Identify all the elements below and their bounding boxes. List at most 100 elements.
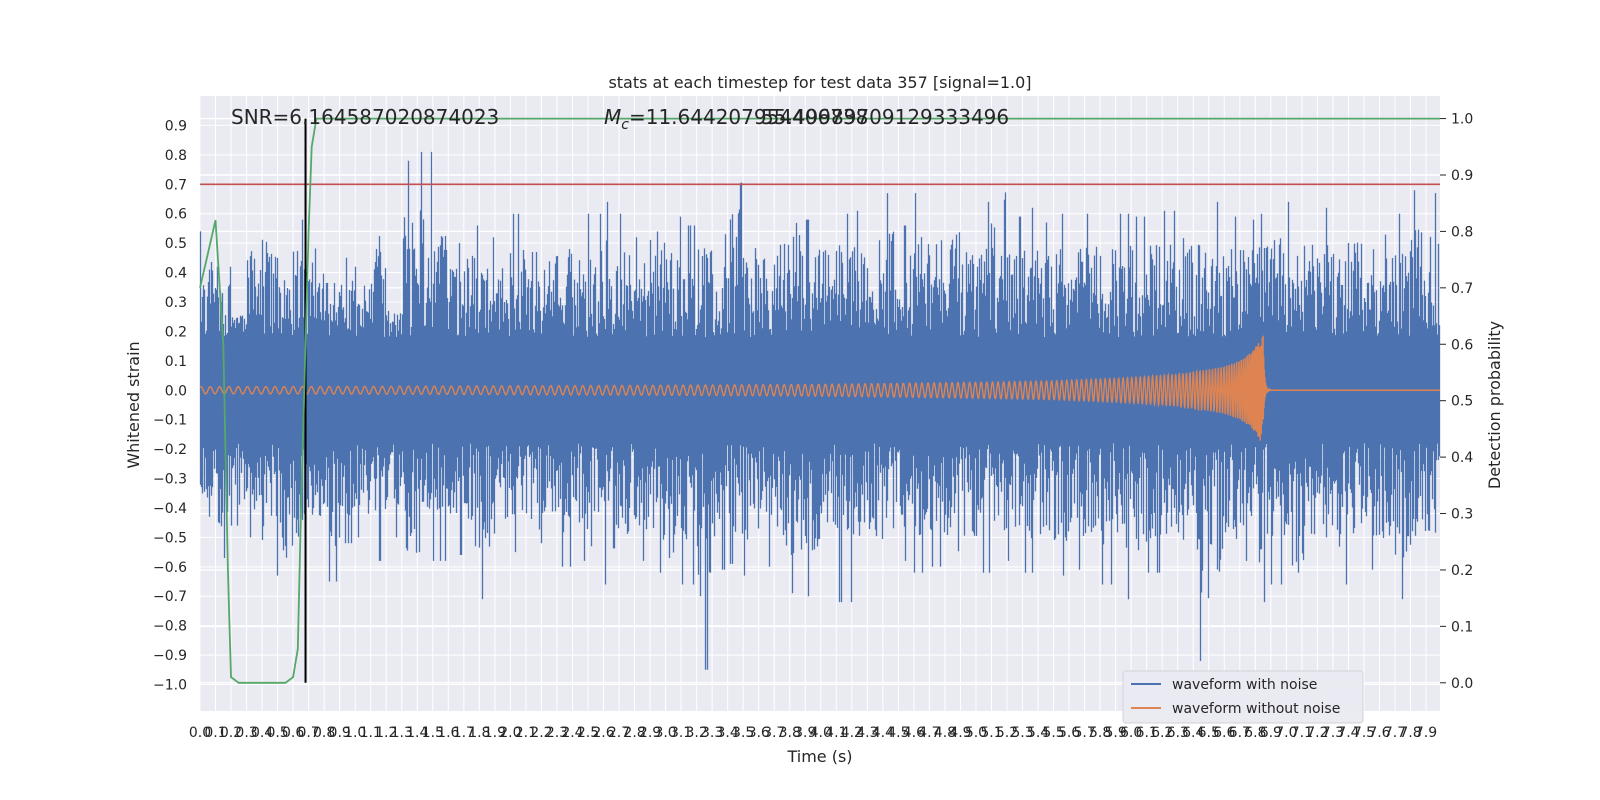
y-tick-label: 0.9 [165,118,187,134]
x-tick-label: 2.7 [608,725,630,741]
x-tick-label: 2.4 [561,725,583,741]
y-tick-label: −1.0 [153,678,187,694]
x-tick-label: 7.5 [1353,725,1375,741]
x-tick-label: 4.7 [918,725,940,741]
legend-entry-noisy: waveform with noise [1172,677,1317,693]
x-tick-label: 5.0 [965,725,987,741]
y-tick-label: −0.4 [153,501,187,517]
y-tick-label: 0.6 [165,207,187,223]
x-axis-label: Time (s) [786,747,852,766]
x-tick-label: 2.9 [639,725,661,741]
y-axis-label: Whitened strain [124,341,143,468]
x-tick-label: 5.2 [996,725,1018,741]
x-tick-label: 6.3 [1167,725,1189,741]
x-tick-label: 3.8 [779,725,801,741]
x-tick-label: 7.8 [1399,725,1421,741]
y2-tick-label: 0.3 [1451,507,1473,523]
x-tick-label: 7.2 [1306,725,1328,741]
x-tick-label: 4.2 [841,725,863,741]
clean-waveform-trace [199,335,1440,441]
x-tick-label: 7.4 [1337,725,1359,741]
y2-tick-label: 0.8 [1451,224,1473,240]
x-tick-label: 1.5 [422,725,444,741]
legend-box [1122,670,1364,724]
x-tick-label: 2.3 [546,725,568,741]
y-tick-label: −0.9 [153,648,187,664]
x-tick-label: 0.1 [204,725,226,741]
x-tick-label: 1.8 [468,725,490,741]
y2-axis-label: Detection probability [1485,321,1504,489]
y-tick-label: −0.2 [153,442,187,458]
x-tick-label: 5.7 [1073,725,1095,741]
x-tick-label: 0.3 [235,725,257,741]
x-tick-label: 6.8 [1244,725,1266,741]
x-tick-label: 4.1 [825,725,847,741]
x-tick-label: 7.9 [1415,725,1437,741]
y2-tick-label: 0.6 [1451,337,1473,353]
x-tick-label: 5.4 [1027,725,1049,741]
chirp-mass-value: =11.644207954406738 [629,105,868,129]
overlap-annotation: 55.49989709129333496 [761,105,1009,129]
y-tick-label: 0.0 [165,383,187,399]
x-tick-label: 3.5 [732,725,754,741]
x-tick-label: 1.6 [437,725,459,741]
x-tick-label: 0.7 [298,725,320,741]
x-tick-label: 2.8 [623,725,645,741]
y2-tick-label: 0.2 [1451,563,1473,579]
y2-axis-ticks: 1.0 0.9 0.8 0.7 0.6 0.5 0.4 0.3 0.2 0.1 0.0 [1440,112,1473,692]
y2-tick-label: 0.9 [1451,168,1473,184]
x-tick-label: 0.6 [282,725,304,741]
x-tick-label: 1.7 [453,725,475,741]
y-tick-label: 0.7 [165,177,187,193]
x-tick-label: 4.6 [903,725,925,741]
x-tick-label: 4.0 [810,725,832,741]
x-tick-label: 2.0 [499,725,521,741]
x-tick-label: 6.6 [1213,725,1235,741]
x-tick-label: 5.6 [1058,725,1080,741]
x-tick-label: 4.5 [887,725,909,741]
y2-tick-label: 0.4 [1451,450,1473,466]
chirp-mass-symbol: M [604,105,621,129]
y2-tick-label: 1.0 [1451,112,1473,128]
overlay-lines [200,118,1440,683]
y-tick-label: 0.3 [165,295,187,311]
y2-tick-label: 0.0 [1451,676,1473,692]
x-tick-label: 7.6 [1368,725,1390,741]
x-tick-label: 7.0 [1275,725,1297,741]
x-tick-label: 6.7 [1229,725,1251,741]
y-axis-ticks: 0.9 0.8 0.7 0.6 0.5 0.4 0.3 0.2 0.1 0.0 −0.1 −0.2 −0… [153,118,187,693]
x-tick-label: 1.1 [360,725,382,741]
x-tick-label: 6.4 [1182,725,1204,741]
series-detection-probability [199,117,1440,684]
x-tick-label: 2.5 [577,725,599,741]
x-tick-label: 6.5 [1198,725,1220,741]
chirp-mass-subscript: c [621,117,629,133]
x-tick-label: 3.1 [670,725,692,741]
x-tick-label: 0.8 [313,725,335,741]
y2-tick-label: 0.5 [1451,394,1473,410]
chirp-mass-annotation: Mc=11.644207954406738 [604,105,868,133]
x-tick-label: 7.7 [1384,725,1406,741]
x-tick-label: 0.2 [220,725,242,741]
x-tick-label: 4.4 [872,725,894,741]
y-tick-label: 0.1 [165,354,187,370]
x-tick-label: 1.0 [344,725,366,741]
chart-title: stats at each timestep for test data 357… [608,73,1031,92]
x-tick-label: 3.6 [748,725,770,741]
x-tick-label: 0.5 [266,725,288,741]
x-tick-label: 4.3 [856,725,878,741]
x-tick-label: 5.3 [1011,725,1033,741]
x-tick-label: 5.9 [1105,725,1127,741]
y2-tick-label: 0.1 [1451,619,1473,635]
x-tick-label: 3.0 [654,725,676,741]
x-tick-label: 3.9 [794,725,816,741]
x-tick-label: 6.9 [1260,725,1282,741]
x-tick-label: 5.1 [980,725,1002,741]
x-tick-label: 6.1 [1136,725,1158,741]
x-tick-label: 1.2 [375,725,397,741]
y-tick-label: −0.6 [153,560,187,576]
y-tick-label: 0.4 [165,266,187,282]
y-tick-label: 0.8 [165,148,187,164]
legend: waveform with noise waveform without noi… [1122,670,1364,724]
